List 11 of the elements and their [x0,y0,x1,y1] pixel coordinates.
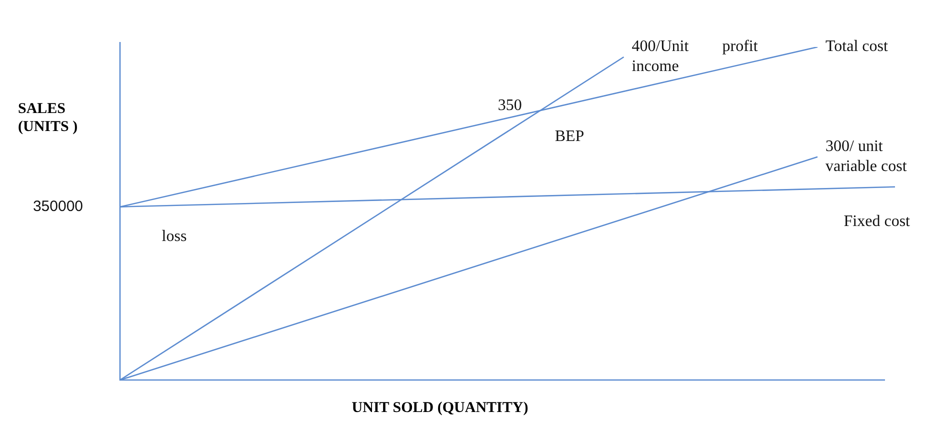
annotation: BEP [554,128,584,146]
annotation: 350 [498,97,522,114]
series-label: Fixed cost [844,213,911,230]
y-axis-title: SALES (UNITS ) [18,100,79,136]
series-label: 300/ unit variable cost [826,138,908,176]
series-label: Total cost [826,38,888,56]
text: 350000 [32,198,84,215]
annotation: profit [722,38,758,56]
series-label: 400/Unit income [632,38,690,76]
x-axis-title: UNIT SOLD (QUANTITY) [350,400,530,417]
annotation: loss [162,228,187,246]
